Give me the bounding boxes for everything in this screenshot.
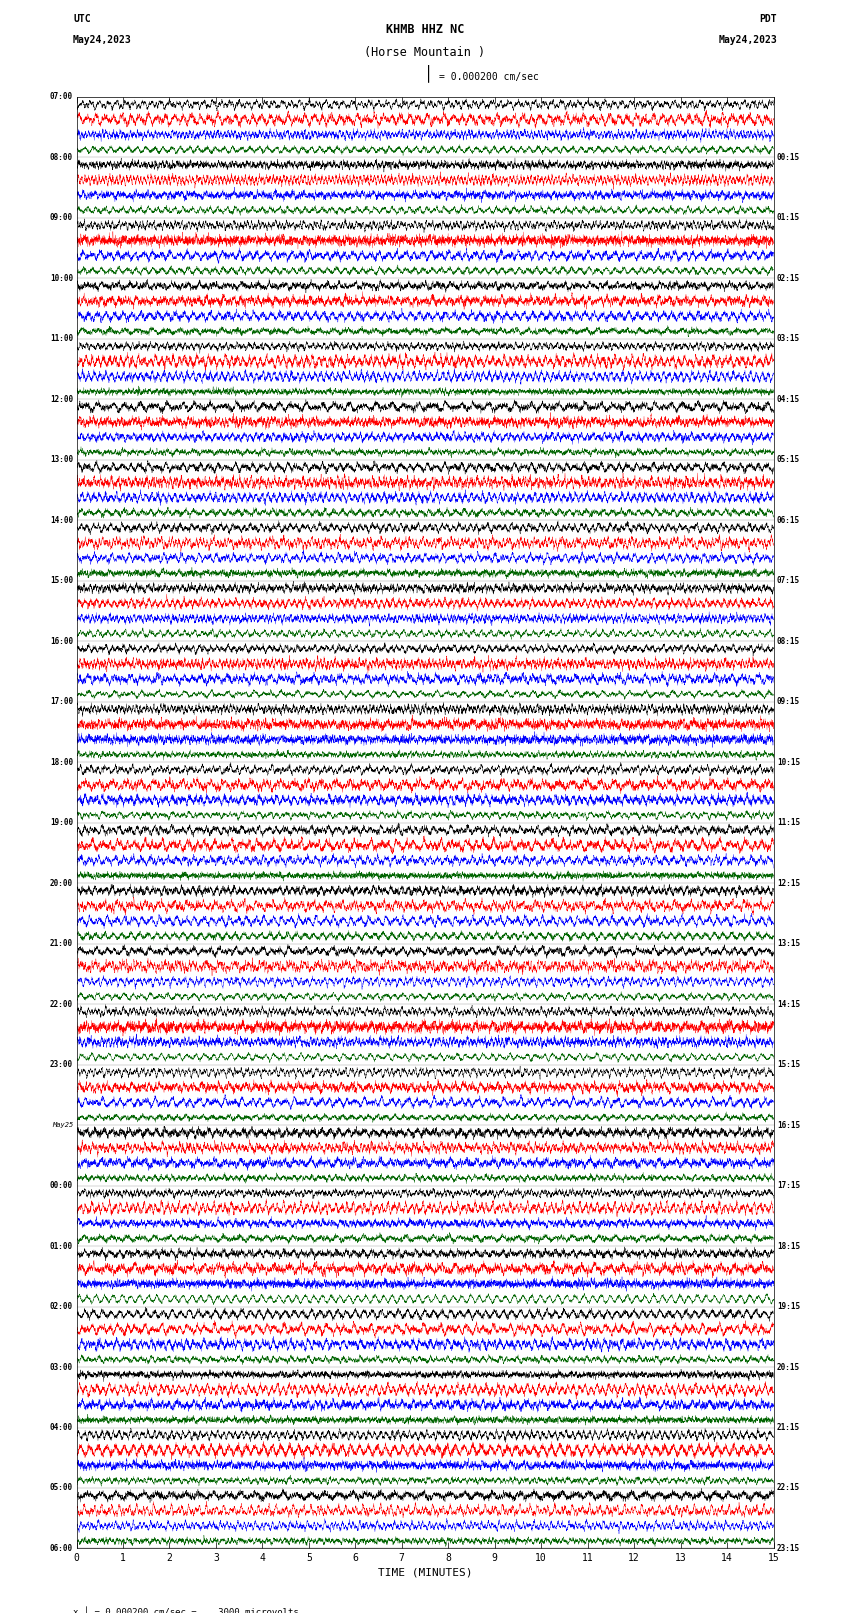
Text: May24,2023: May24,2023 (73, 34, 132, 45)
Text: 16:00: 16:00 (50, 637, 73, 645)
Text: 21:15: 21:15 (777, 1423, 800, 1432)
Text: 12:00: 12:00 (50, 395, 73, 403)
Text: 19:00: 19:00 (50, 818, 73, 827)
Text: 05:15: 05:15 (777, 455, 800, 465)
Text: 08:00: 08:00 (50, 153, 73, 161)
Text: 21:00: 21:00 (50, 939, 73, 948)
Text: 13:15: 13:15 (777, 939, 800, 948)
Text: 11:00: 11:00 (50, 334, 73, 344)
Text: 03:00: 03:00 (50, 1363, 73, 1371)
Text: 08:15: 08:15 (777, 637, 800, 645)
Text: 03:15: 03:15 (777, 334, 800, 344)
Text: 16:15: 16:15 (777, 1121, 800, 1129)
Text: 23:15: 23:15 (777, 1544, 800, 1553)
Text: 09:15: 09:15 (777, 697, 800, 706)
Text: 07:00: 07:00 (50, 92, 73, 102)
Text: 23:00: 23:00 (50, 1060, 73, 1069)
Text: = 0.000200 cm/sec: = 0.000200 cm/sec (439, 73, 539, 82)
Text: (Horse Mountain ): (Horse Mountain ) (365, 47, 485, 60)
Text: 02:15: 02:15 (777, 274, 800, 282)
Text: 20:00: 20:00 (50, 879, 73, 887)
Text: 06:15: 06:15 (777, 516, 800, 524)
Text: 22:15: 22:15 (777, 1484, 800, 1492)
Text: 17:00: 17:00 (50, 697, 73, 706)
Text: │: │ (424, 65, 433, 82)
Text: 01:15: 01:15 (777, 213, 800, 223)
Text: x │ = 0.000200 cm/sec =    3000 microvolts: x │ = 0.000200 cm/sec = 3000 microvolts (73, 1607, 298, 1613)
Text: 19:15: 19:15 (777, 1302, 800, 1311)
Text: 14:00: 14:00 (50, 516, 73, 524)
Text: PDT: PDT (759, 15, 777, 24)
Text: 06:00: 06:00 (50, 1544, 73, 1553)
Text: 00:00: 00:00 (50, 1181, 73, 1190)
Text: 18:00: 18:00 (50, 758, 73, 766)
Text: May24,2023: May24,2023 (718, 34, 777, 45)
Text: 17:15: 17:15 (777, 1181, 800, 1190)
Text: UTC: UTC (73, 15, 91, 24)
Text: 02:00: 02:00 (50, 1302, 73, 1311)
Text: May25: May25 (52, 1123, 73, 1127)
Text: 07:15: 07:15 (777, 576, 800, 586)
Text: 10:00: 10:00 (50, 274, 73, 282)
Text: 15:00: 15:00 (50, 576, 73, 586)
Text: KHMB HHZ NC: KHMB HHZ NC (386, 23, 464, 35)
Text: 05:00: 05:00 (50, 1484, 73, 1492)
X-axis label: TIME (MINUTES): TIME (MINUTES) (377, 1568, 473, 1578)
Text: 20:15: 20:15 (777, 1363, 800, 1371)
Text: 14:15: 14:15 (777, 1000, 800, 1008)
Text: 00:15: 00:15 (777, 153, 800, 161)
Text: 18:15: 18:15 (777, 1242, 800, 1250)
Text: 22:00: 22:00 (50, 1000, 73, 1008)
Text: 15:15: 15:15 (777, 1060, 800, 1069)
Text: 09:00: 09:00 (50, 213, 73, 223)
Text: 11:15: 11:15 (777, 818, 800, 827)
Text: 10:15: 10:15 (777, 758, 800, 766)
Text: 04:15: 04:15 (777, 395, 800, 403)
Text: 04:00: 04:00 (50, 1423, 73, 1432)
Text: 12:15: 12:15 (777, 879, 800, 887)
Text: 13:00: 13:00 (50, 455, 73, 465)
Text: 01:00: 01:00 (50, 1242, 73, 1250)
